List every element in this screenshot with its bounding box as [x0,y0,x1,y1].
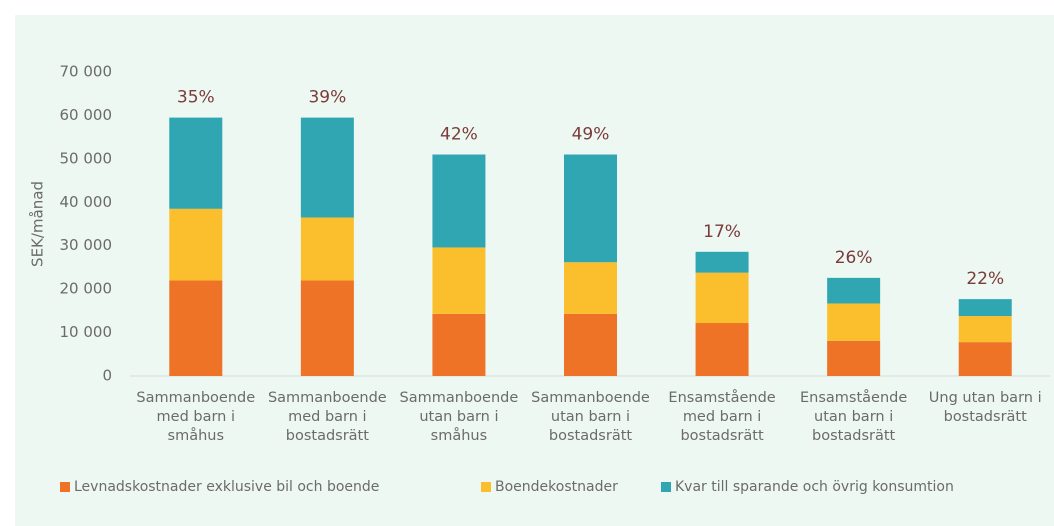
legend-swatch [481,482,491,492]
legend-label: Kvar till sparande och övrig konsumtion [675,479,954,495]
y-tick-label: 50 000 [60,149,113,167]
bar-segment [564,313,617,376]
legend-label: Boendekostnader [495,479,618,495]
bar-segment [300,217,354,281]
bar-segment [432,313,486,376]
legend-swatch [661,482,671,492]
y-tick-label: 20 000 [60,280,113,298]
x-tick-label: Sammanboende med barn i bostadsrätt [267,390,387,444]
share-label: 22% [966,269,1004,289]
share-label: 26% [835,248,873,268]
bar-segment [958,299,1012,317]
bar-segment [827,303,881,341]
bar-segment [958,342,1012,376]
y-tick-label: 60 000 [60,106,113,124]
bar-segment [169,117,223,209]
y-tick-label: 0 [102,367,112,385]
share-label: 35% [177,88,215,108]
legend-entry: Levnadskostnader exklusive bil och boend… [60,479,379,495]
x-tick-label: Sammanboende utan barn i bostadsrätt [531,390,650,444]
bar-segment [564,262,617,314]
y-tick-label: 70 000 [60,63,113,81]
bar-segment [695,251,749,273]
x-tick-label: Sammanboende utan barn i småhus [399,390,519,444]
x-tick-label: Sammanboende med barn i småhus [136,390,256,444]
share-label: 49% [572,125,610,145]
bar-segment [432,247,486,314]
x-tick-label: Ensamstående utan barn i bostadsrätt [800,390,908,444]
bar-segment [300,280,354,376]
legend-entry: Boendekostnader [481,479,618,495]
y-tick-label: 40 000 [60,193,113,211]
bar-segment [169,208,223,281]
legend-entry: Kvar till sparande och övrig konsumtion [661,479,954,495]
legend-swatch [60,482,70,492]
bar-segment [695,323,749,376]
share-label: 17% [703,222,741,242]
bar-segment [958,316,1012,343]
bar-segment [432,154,486,248]
legend-label: Levnadskostnader exklusive bil och boend… [74,479,380,495]
share-label: 42% [440,125,478,145]
bar-segment [827,277,881,304]
bar-segment [300,117,354,218]
bar-segment [827,340,881,376]
share-label: 39% [308,88,346,108]
x-tick-label: Ung utan barn i bostadsrätt [928,390,1042,425]
y-axis-label: SEK/månad [29,181,47,267]
bar-segment [169,280,223,376]
bar-segment [695,272,749,324]
y-tick-label: 30 000 [60,236,113,254]
bar-segment [564,154,617,263]
x-tick-label: Ensamstående med barn i bostadsrätt [668,390,776,444]
y-tick-label: 10 000 [60,323,113,341]
